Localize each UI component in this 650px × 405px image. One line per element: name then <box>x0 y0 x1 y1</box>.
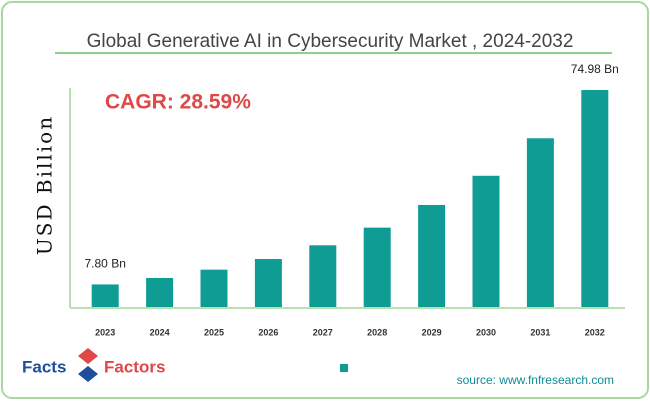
frame <box>1 1 649 399</box>
source: source: www.fnfresearch.com <box>457 373 614 387</box>
x-tick-label: 2030 <box>476 327 496 337</box>
bar <box>418 204 446 307</box>
value-label: 74.98 Bn <box>571 62 619 76</box>
x-tick-label: 2023 <box>95 327 115 337</box>
value-label: 7.80 Bn <box>85 257 126 271</box>
x-tick-label: 2032 <box>585 327 605 337</box>
x-tick-label: 2028 <box>367 327 387 337</box>
bar <box>309 245 337 307</box>
chart-title: Global Generative AI in Cybersecurity Ma… <box>87 31 574 52</box>
logo-left: Facts <box>22 357 66 376</box>
x-tick-label: 2025 <box>204 327 224 337</box>
x-tick-label: 2031 <box>530 327 550 337</box>
bar <box>91 284 119 307</box>
y-axis-label: USD Billion <box>33 115 57 255</box>
bar <box>581 90 609 307</box>
bar <box>146 277 174 307</box>
cagr-annotation: CAGR: 28.59% <box>105 91 251 114</box>
bar <box>363 227 391 307</box>
x-tick-label: 2024 <box>150 327 170 337</box>
x-tick-label: 2029 <box>422 327 442 337</box>
bar <box>254 259 282 307</box>
logo-right: Factors <box>104 357 165 376</box>
logo-icon <box>78 348 98 382</box>
bar <box>472 175 500 307</box>
legend-swatch <box>340 364 348 372</box>
x-tick-label: 2026 <box>258 327 278 337</box>
x-tick-label: 2027 <box>313 327 333 337</box>
bar <box>200 269 228 307</box>
bar <box>526 138 554 307</box>
